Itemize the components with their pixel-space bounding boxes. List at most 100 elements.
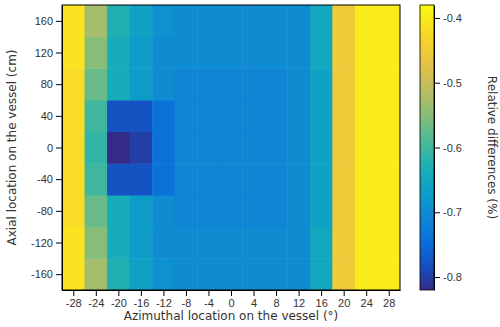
tick-label: -0.7 — [443, 206, 462, 218]
cell — [85, 37, 108, 69]
cell — [152, 37, 175, 69]
tick-label: -80 — [37, 205, 53, 217]
cell — [220, 132, 243, 164]
cell — [310, 68, 333, 100]
tick-mark — [434, 277, 440, 278]
cell — [287, 195, 310, 227]
tick-mark — [389, 290, 390, 296]
cell — [242, 100, 265, 132]
x-axis: -28-24-20-16-12-8-40481216202428 — [63, 290, 401, 309]
cell — [62, 100, 85, 132]
tick-label: 0 — [228, 297, 234, 309]
cell — [62, 195, 85, 227]
cell — [130, 227, 153, 259]
tick-label: -4 — [204, 297, 214, 309]
chart: -28-24-20-16-12-8-40481216202428-160-120… — [0, 0, 500, 327]
cell — [175, 37, 198, 69]
cell — [175, 100, 198, 132]
cell — [107, 100, 130, 132]
cell — [332, 5, 355, 37]
y-axis-title: Axial location on the vessel (cm) — [5, 49, 19, 245]
tick: -0.8 — [434, 271, 462, 283]
cell — [355, 37, 378, 69]
cell — [355, 132, 378, 164]
tick-label: 16 — [316, 297, 328, 309]
tick-mark — [56, 274, 62, 275]
tick-label: -160 — [31, 268, 53, 280]
cell — [107, 195, 130, 227]
cell — [62, 5, 85, 37]
cell — [242, 5, 265, 37]
cell — [287, 163, 310, 195]
tick: -8 — [182, 290, 192, 309]
cell — [287, 227, 310, 259]
tick: -40 — [37, 173, 62, 185]
cell — [332, 163, 355, 195]
cell — [287, 5, 310, 37]
tick-label: 8 — [274, 297, 280, 309]
cell — [107, 227, 130, 259]
cell — [287, 37, 310, 69]
cell — [377, 163, 400, 195]
tick: 8 — [274, 290, 280, 309]
cell — [265, 195, 288, 227]
tick: -120 — [31, 237, 62, 249]
tick-label: 40 — [41, 110, 53, 122]
tick-mark — [118, 290, 119, 296]
cell — [287, 100, 310, 132]
tick-mark — [254, 290, 255, 296]
tick: 20 — [338, 290, 350, 309]
cell — [197, 132, 220, 164]
tick-label: -8 — [182, 297, 192, 309]
tick-mark — [366, 290, 367, 296]
tick-label: 120 — [35, 47, 53, 59]
tick-mark — [56, 148, 62, 149]
y-axis: -160-120-80-4004080120160 — [31, 6, 63, 291]
cell — [355, 100, 378, 132]
cell — [265, 132, 288, 164]
cell — [287, 132, 310, 164]
cell — [220, 258, 243, 290]
tick-label: -12 — [156, 297, 172, 309]
cell — [175, 163, 198, 195]
cell — [130, 37, 153, 69]
tick-label: -120 — [31, 237, 53, 249]
tick-mark — [56, 21, 62, 22]
tick: -0.5 — [434, 77, 462, 89]
cell — [85, 132, 108, 164]
tick: -80 — [37, 205, 62, 217]
cell — [332, 37, 355, 69]
cell — [310, 37, 333, 69]
cell — [310, 163, 333, 195]
cell — [332, 195, 355, 227]
tick-label: 4 — [251, 297, 257, 309]
tick-label: 12 — [293, 297, 305, 309]
cell — [130, 132, 153, 164]
colorbar-axis: -0.8-0.7-0.6-0.5-0.4 — [434, 6, 462, 291]
tick: -0.7 — [434, 206, 462, 218]
tick-mark — [321, 290, 322, 296]
tick-mark — [434, 148, 440, 149]
cell — [310, 258, 333, 290]
tick-mark — [434, 212, 440, 213]
cell — [175, 68, 198, 100]
tick-mark — [56, 243, 62, 244]
cell — [310, 100, 333, 132]
cell — [242, 195, 265, 227]
tick: 28 — [383, 290, 395, 309]
tick-mark — [96, 290, 97, 296]
cell — [130, 100, 153, 132]
cell — [332, 227, 355, 259]
tick-label: -0.6 — [443, 142, 462, 154]
tick-mark — [163, 290, 164, 296]
cell — [152, 132, 175, 164]
tick-mark — [299, 290, 300, 296]
cell — [107, 132, 130, 164]
cell — [220, 163, 243, 195]
cell — [332, 68, 355, 100]
cell — [107, 163, 130, 195]
cell — [152, 227, 175, 259]
tick-label: -24 — [88, 297, 104, 309]
cell — [62, 132, 85, 164]
cell — [220, 68, 243, 100]
